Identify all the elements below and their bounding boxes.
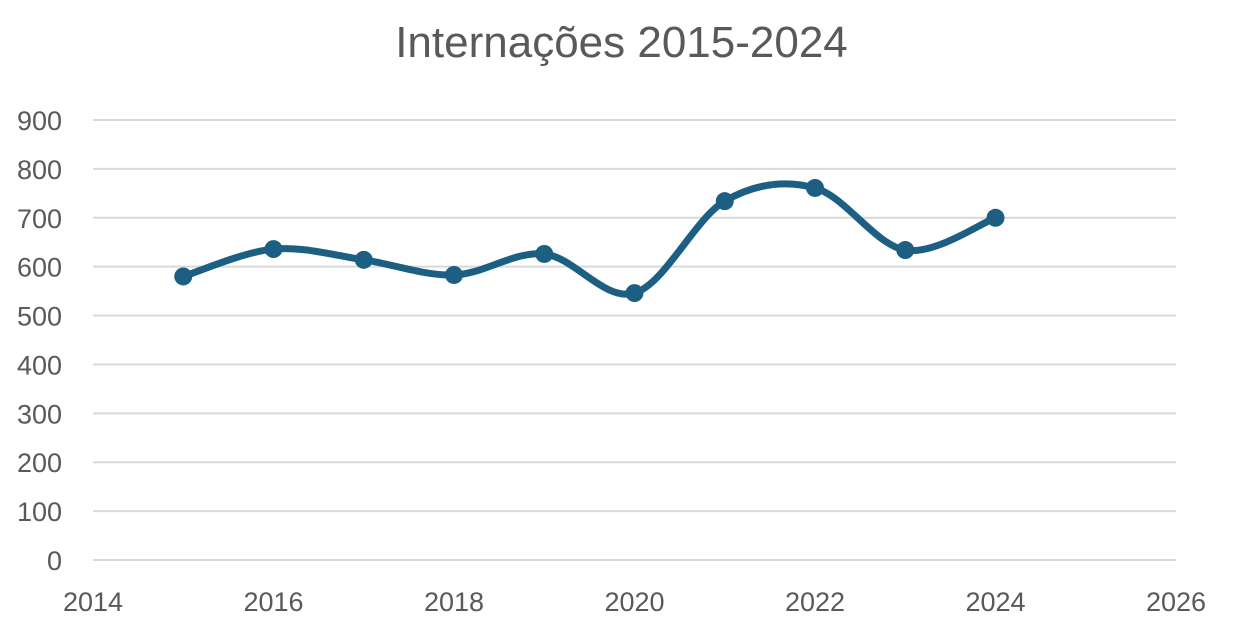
y-tick-label: 700 xyxy=(17,204,62,234)
y-tick-label: 0 xyxy=(47,546,62,576)
data-point-2018 xyxy=(445,265,463,284)
data-point-2017 xyxy=(354,250,373,269)
x-tick-label: 2016 xyxy=(243,587,303,617)
data-point-2022 xyxy=(806,178,824,197)
data-point-2020 xyxy=(625,284,644,303)
data-point-2016 xyxy=(264,240,283,259)
y-tick-label: 600 xyxy=(17,253,62,283)
data-point-2024 xyxy=(986,208,1005,227)
y-tick-label: 400 xyxy=(17,350,62,380)
x-tick-label: 2014 xyxy=(63,587,123,617)
x-tick-label: 2018 xyxy=(424,587,484,617)
data-point-2019 xyxy=(535,244,554,263)
series-line xyxy=(179,180,999,298)
data-point-2021 xyxy=(715,192,734,211)
y-tick-label: 100 xyxy=(17,497,62,527)
y-tick-label: 300 xyxy=(17,399,62,429)
data-point-2023 xyxy=(896,241,915,260)
y-tick-label: 500 xyxy=(17,302,62,332)
y-tick-label: 200 xyxy=(17,448,62,478)
series-layer xyxy=(174,178,1005,303)
x-tick-label: 2024 xyxy=(965,587,1025,617)
x-tick-label: 2020 xyxy=(604,587,664,617)
y-tick-label: 900 xyxy=(17,106,62,136)
y-tick-label: 800 xyxy=(17,155,62,185)
data-point-2015 xyxy=(174,267,193,286)
x-tick-label: 2022 xyxy=(785,587,845,617)
x-tick-label: 2026 xyxy=(1146,587,1206,617)
grid-layer xyxy=(93,119,1176,561)
y-tick-labels: 0 100 200 300 400 500 600 700 800 900 xyxy=(17,106,62,576)
x-tick-labels: 2014 2016 2018 2020 2022 2024 2026 xyxy=(63,587,1206,617)
chart-title: Internações 2015-2024 xyxy=(395,18,848,67)
